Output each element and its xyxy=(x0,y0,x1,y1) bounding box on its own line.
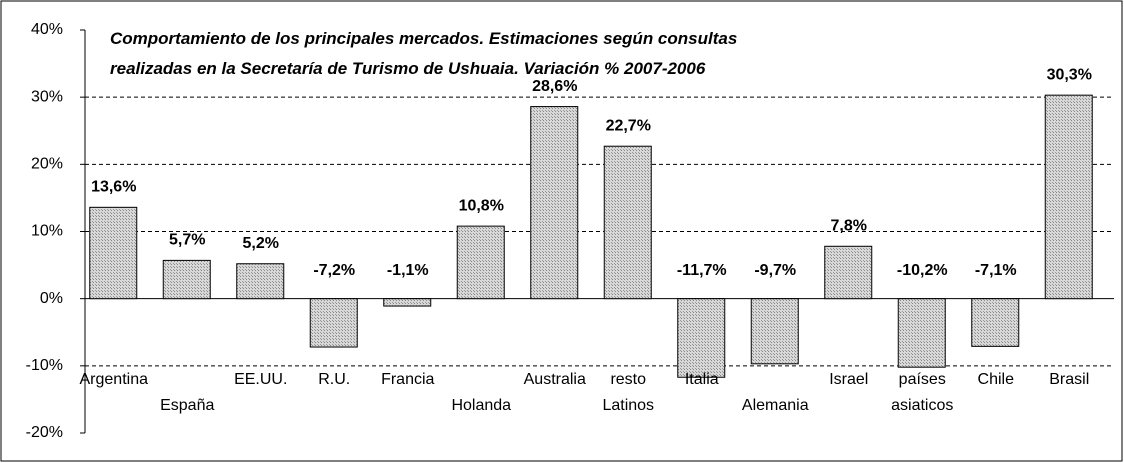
value-label: -7,2% xyxy=(313,262,355,279)
x-tick-label: Chile xyxy=(978,371,1015,388)
bar xyxy=(309,298,358,348)
x-tick-label: Italia xyxy=(685,371,719,388)
x-tick-label: Francia xyxy=(381,371,434,388)
y-tick-label: 40% xyxy=(31,21,63,38)
value-label: -1,1% xyxy=(387,262,429,279)
value-label: -10,2% xyxy=(897,262,948,279)
bar xyxy=(750,298,799,365)
value-label: 28,6% xyxy=(532,78,577,95)
y-tick-label: -10% xyxy=(26,357,63,374)
x-tick-label: EE.UU. xyxy=(234,371,287,388)
x-tick-label: Israel xyxy=(829,371,868,388)
x-tick-label: resto Latinos xyxy=(602,371,654,414)
value-label: -11,7% xyxy=(677,262,727,279)
value-label: 10,8% xyxy=(459,197,504,214)
value-label: 22,7% xyxy=(606,117,651,134)
bar xyxy=(383,298,432,307)
y-tick-label: 20% xyxy=(31,156,63,173)
x-tick-label: España xyxy=(160,397,214,414)
value-label: 5,2% xyxy=(243,235,279,252)
y-tick-label: 30% xyxy=(31,88,63,105)
x-tick-label: Australia xyxy=(524,371,586,388)
y-tick-label: 10% xyxy=(31,223,63,240)
x-tick-label: Brasil xyxy=(1049,371,1089,388)
x-tick-label: países asiaticos xyxy=(891,371,953,414)
value-label: -9,7% xyxy=(754,262,796,279)
bar xyxy=(162,259,211,300)
value-label: 5,7% xyxy=(169,232,205,249)
x-tick-label: Alemania xyxy=(742,397,809,414)
bar xyxy=(236,263,285,300)
bar xyxy=(603,145,652,300)
bar xyxy=(1044,94,1093,300)
value-label: -7,1% xyxy=(975,262,1017,279)
y-tick-label: -20% xyxy=(26,424,63,441)
x-tick-label: R.U. xyxy=(318,371,350,388)
value-label: 13,6% xyxy=(91,179,136,196)
y-tick-label: 0% xyxy=(40,290,63,307)
x-tick-label: Holanda xyxy=(451,397,511,414)
value-label: 30,3% xyxy=(1047,66,1092,83)
bar xyxy=(824,245,873,300)
value-label: 7,8% xyxy=(831,217,867,234)
bar xyxy=(530,106,579,300)
bar xyxy=(89,206,138,300)
bar xyxy=(456,225,505,300)
bar xyxy=(677,298,726,378)
x-tick-label: Argentina xyxy=(80,371,149,388)
bar xyxy=(897,298,946,368)
chart-title: Comportamiento de los principales mercad… xyxy=(110,29,737,48)
bar xyxy=(971,298,1020,347)
chart-title: realizadas en la Secretaría de Turismo d… xyxy=(110,59,706,78)
